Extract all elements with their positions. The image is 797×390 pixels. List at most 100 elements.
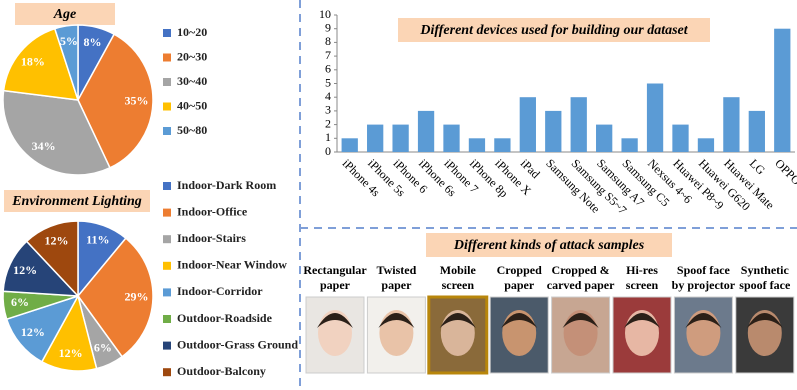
legend-swatch bbox=[163, 102, 171, 111]
title-box bbox=[15, 3, 115, 25]
sample-hair bbox=[439, 313, 476, 328]
bar bbox=[341, 138, 358, 152]
bar bbox=[774, 28, 791, 153]
legend-label: Indoor-Office bbox=[177, 204, 248, 218]
chart-title: Environment Lighting bbox=[11, 194, 142, 209]
pie-slice bbox=[77, 237, 154, 358]
sample-label: Cropped bbox=[497, 263, 542, 277]
legend-label: 30~40 bbox=[177, 74, 207, 88]
bar bbox=[392, 124, 409, 152]
sample-hair bbox=[501, 313, 538, 328]
data-label: 11% bbox=[86, 233, 109, 247]
data-label: 18% bbox=[21, 54, 45, 68]
bar bbox=[621, 138, 638, 152]
legend-label: 50~80 bbox=[177, 123, 207, 137]
y-tick-label: 3 bbox=[325, 103, 331, 117]
bar bbox=[367, 124, 384, 152]
bar bbox=[697, 138, 715, 152]
x-tick-label: OPPO bbox=[772, 156, 797, 188]
data-label: 12% bbox=[44, 233, 68, 247]
y-tick-label: 10 bbox=[319, 7, 331, 21]
legend-label: 40~50 bbox=[177, 98, 207, 112]
legend-swatch bbox=[163, 78, 171, 86]
sample-label: screen bbox=[626, 278, 659, 292]
legend-swatch bbox=[163, 288, 171, 297]
bar bbox=[646, 83, 664, 152]
sample-label: carved paper bbox=[547, 278, 615, 292]
chart-title: Different devices used for building our … bbox=[419, 23, 688, 38]
data-label: 12% bbox=[59, 346, 83, 360]
bar bbox=[672, 124, 689, 152]
sample-hair bbox=[317, 313, 353, 328]
legend-swatch bbox=[163, 261, 171, 270]
y-tick-label: 2 bbox=[325, 116, 331, 130]
data-label: 8% bbox=[84, 35, 102, 49]
chart-title: Age bbox=[53, 7, 77, 22]
pie-slice bbox=[25, 220, 79, 298]
legend-swatch bbox=[163, 127, 171, 135]
legend-swatch bbox=[163, 53, 171, 62]
sample-hair bbox=[624, 313, 660, 328]
chart-title: Different kinds of attack samples bbox=[453, 238, 645, 253]
legend-label: Outdoor-Grass Ground bbox=[177, 337, 298, 351]
sample-label: Mobile bbox=[440, 263, 477, 277]
pie-slice bbox=[2, 27, 80, 101]
sample-label: Twisted bbox=[377, 263, 417, 277]
sample-label: Rectangular bbox=[303, 263, 367, 277]
legend-label: 10~20 bbox=[177, 25, 207, 39]
legend-swatch bbox=[163, 368, 171, 377]
data-label: 6% bbox=[11, 295, 29, 309]
title-box bbox=[426, 233, 672, 257]
legend-swatch bbox=[163, 315, 171, 323]
y-tick-label: 1 bbox=[325, 130, 331, 144]
legend-swatch bbox=[163, 29, 171, 37]
data-label: 34% bbox=[32, 139, 56, 153]
data-label: 6% bbox=[94, 341, 112, 355]
bar bbox=[748, 110, 765, 152]
sample-label: paper bbox=[320, 278, 351, 292]
y-tick-label: 4 bbox=[325, 89, 331, 103]
y-tick-label: 8 bbox=[325, 34, 331, 48]
sample-label: paper bbox=[381, 278, 412, 292]
y-tick-label: 6 bbox=[325, 62, 331, 76]
data-label: 29% bbox=[124, 290, 148, 304]
sample-hair bbox=[562, 313, 599, 328]
data-label: 35% bbox=[124, 94, 148, 108]
y-tick-label: 5 bbox=[325, 75, 331, 89]
legend-swatch bbox=[163, 235, 171, 244]
legend-label: Indoor-Near Window bbox=[177, 258, 287, 272]
title-box bbox=[4, 190, 150, 212]
legend-swatch bbox=[163, 208, 171, 217]
sample-label: Synthetic bbox=[741, 263, 790, 277]
bar bbox=[468, 138, 486, 152]
sample-hair bbox=[685, 313, 722, 328]
pie-slice bbox=[77, 33, 154, 169]
legend-label: Outdoor-Roadside bbox=[177, 311, 273, 325]
legend-swatch bbox=[163, 341, 171, 350]
bar bbox=[723, 97, 740, 152]
bar bbox=[570, 97, 587, 152]
bar bbox=[545, 110, 562, 152]
bar bbox=[596, 124, 613, 152]
legend-label: Indoor-Stairs bbox=[177, 231, 246, 245]
y-tick-label: 7 bbox=[325, 48, 331, 62]
y-tick-label: 0 bbox=[325, 144, 331, 158]
data-label: 12% bbox=[13, 263, 37, 277]
sample-label: Hi-res bbox=[626, 263, 658, 277]
data-label: 12% bbox=[21, 325, 45, 339]
legend-label: 20~30 bbox=[177, 49, 207, 63]
legend-label: Indoor-Corridor bbox=[177, 284, 263, 298]
sample-label: screen bbox=[442, 278, 475, 292]
legend-label: Indoor-Dark Room bbox=[177, 178, 276, 192]
bar bbox=[417, 110, 435, 152]
bar bbox=[443, 124, 460, 152]
sample-label: by projector bbox=[672, 278, 736, 292]
legend-swatch bbox=[163, 182, 171, 190]
sample-label: spoof face bbox=[739, 278, 791, 292]
title-box bbox=[398, 18, 710, 42]
pie-slice bbox=[53, 24, 79, 101]
legend-label: Outdoor-Balcony bbox=[177, 364, 266, 378]
sample-label: paper bbox=[504, 278, 535, 292]
pie-slice bbox=[2, 89, 111, 176]
data-label: 5% bbox=[60, 34, 78, 48]
